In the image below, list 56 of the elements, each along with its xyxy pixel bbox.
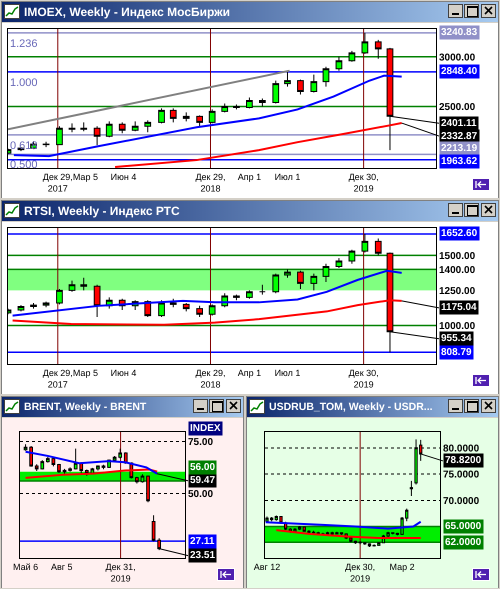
- chart-title: RTSI, Weekly - Индекс РТС: [24, 203, 180, 220]
- annotation: 78.8200: [445, 455, 482, 466]
- y-tick-label: 75.0000: [443, 470, 480, 480]
- y-tick-label: 1500.00: [439, 250, 476, 262]
- y-tick-label: 75.00: [188, 436, 214, 448]
- y-tick-label: 2500.00: [439, 102, 476, 113]
- annotation: 23.51: [190, 550, 216, 561]
- ref-line-label: 2848.40: [441, 66, 478, 77]
- chart-title: BRENT, Weekly - BRENT: [24, 400, 146, 415]
- x-tick-label: Дек 29, 2017: [42, 172, 73, 194]
- x-tick-label: Мар 2: [390, 562, 415, 572]
- chart-title: IMOEX, Weekly - Индекс МосБиржи: [24, 4, 230, 21]
- x-tick-label: Дек 30, 2019: [345, 562, 376, 584]
- x-tick-label: Июл 1: [274, 368, 300, 378]
- ref-line-label: 2213.19: [441, 143, 478, 154]
- y-tick-label: 70.0000: [443, 496, 480, 507]
- x-tick-label: Июн 4: [110, 172, 136, 182]
- y-tick-label: 3000.00: [439, 52, 476, 64]
- x-tick-label: Мар 5: [72, 172, 98, 182]
- annotation: 1175.04: [441, 302, 478, 313]
- ref-line-label: 27.11: [190, 536, 215, 547]
- annotation: 2401.11: [441, 118, 478, 129]
- x-tick-label: Мар 5: [72, 368, 98, 378]
- annotation: 0.500: [10, 159, 38, 171]
- ref-line-label: 65.0000: [445, 521, 482, 532]
- chart-title: USDRUB_TOM, Weekly - USDR...: [269, 400, 433, 415]
- x-tick-label: Дек 29, 2017: [42, 368, 73, 390]
- x-tick-label: Апр 1: [238, 368, 262, 378]
- annotation: 955.34: [441, 333, 472, 344]
- x-tick-label: Авг 5: [50, 562, 73, 572]
- annotation: 1.000: [10, 77, 38, 89]
- y-tick-label: 1250.00: [439, 286, 476, 297]
- ref-line-label: 1963.62: [441, 156, 478, 167]
- x-tick-label: Май 6: [13, 562, 38, 572]
- y-tick-label: 1000.00: [439, 320, 476, 332]
- annotation: 1.236: [10, 38, 38, 50]
- y-tick-label: 80.0000: [443, 443, 480, 454]
- x-tick-label: Дек 30, 2019: [348, 172, 379, 194]
- x-tick-label: Июн 4: [110, 368, 136, 378]
- ref-line-label: 56.00: [190, 462, 216, 473]
- y-tick-label: 1400.00: [439, 264, 476, 276]
- x-tick-label: Июл 1: [274, 172, 300, 182]
- x-tick-label: Дек 30, 2019: [348, 368, 379, 390]
- x-tick-label: Дек 29, 2018: [195, 368, 226, 390]
- ref-line-label: 3240.83: [441, 27, 478, 38]
- x-tick-label: Апр 1: [238, 172, 262, 182]
- ref-line-label: 62.0000: [445, 537, 482, 548]
- x-tick-label: Дек 29, 2018: [195, 172, 226, 194]
- x-tick-label: Авг 12: [254, 562, 280, 572]
- ref-line-label: 1652.60: [441, 228, 478, 239]
- x-tick-label: Дек 31, 2019: [106, 562, 136, 584]
- annotation: 59.47: [190, 475, 216, 486]
- text: INDEX: [190, 423, 221, 434]
- annotation: 2332.87: [441, 131, 478, 142]
- ref-line-label: 808.79: [441, 347, 472, 358]
- y-tick-label: 50.00: [188, 488, 214, 500]
